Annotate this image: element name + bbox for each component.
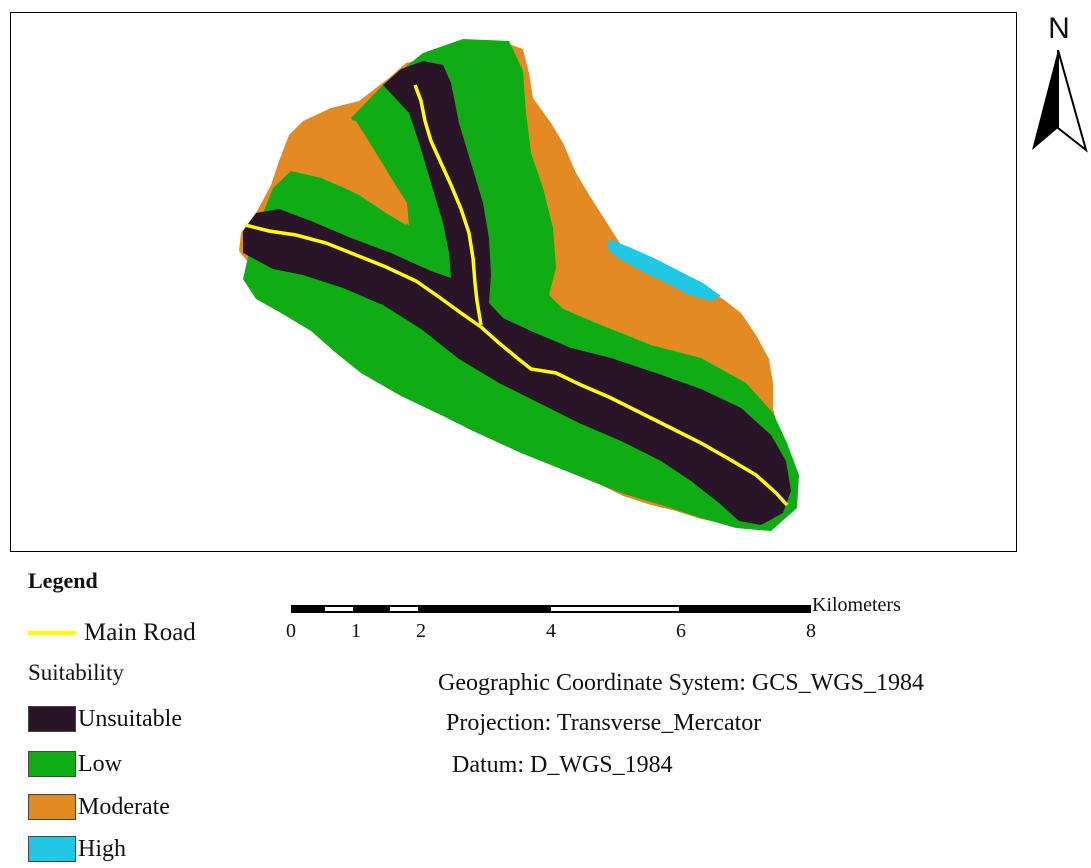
zone-moderate-wedge xyxy=(296,115,409,225)
legend-title: Legend xyxy=(28,568,98,593)
zone-unsuitable xyxy=(243,61,791,525)
swatch-moderate xyxy=(28,794,76,820)
legend-label-high: High xyxy=(78,835,126,862)
north-arrow: N xyxy=(1028,14,1090,154)
main-road-main xyxy=(244,223,789,507)
legend-item-high: High xyxy=(28,832,126,866)
map-frame xyxy=(10,12,1017,552)
swatch-high xyxy=(28,836,76,862)
projection-text: Projection: Transverse_Mercator xyxy=(446,710,762,736)
scale-bar: Kilometers 0 1 2 4 6 8 xyxy=(285,592,985,652)
scale-tick: 1 xyxy=(351,620,361,642)
scale-tick: 8 xyxy=(806,620,816,642)
scale-bar-graphic xyxy=(291,605,811,613)
legend-road-label: Main Road xyxy=(84,619,196,646)
legend-item-main-road: Main Road xyxy=(28,618,196,648)
scale-tick: 6 xyxy=(676,620,686,642)
zone-high xyxy=(607,239,721,301)
scale-unit: Kilometers xyxy=(812,594,901,616)
north-arrow-icon xyxy=(1032,50,1088,153)
scale-tick: 4 xyxy=(546,620,556,642)
coordinate-system-text: Geographic Coordinate System: GCS_WGS_19… xyxy=(438,670,924,696)
road-line-symbol xyxy=(28,631,76,635)
legend-item-moderate: Moderate xyxy=(28,790,170,824)
legend-label-moderate: Moderate xyxy=(78,793,170,820)
legend-label-unsuitable: Unsuitable xyxy=(78,705,182,732)
north-letter: N xyxy=(1048,12,1070,45)
legend-suitability-heading: Suitability xyxy=(28,660,124,685)
legend-item-unsuitable: Unsuitable xyxy=(28,702,182,736)
datum-text: Datum: D_WGS_1984 xyxy=(452,752,673,778)
main-road-branch-north xyxy=(413,84,483,326)
suitability-map xyxy=(239,39,799,531)
scale-tick: 0 xyxy=(286,620,296,642)
swatch-unsuitable xyxy=(28,706,76,732)
scale-tick: 2 xyxy=(416,620,426,642)
legend-label-low: Low xyxy=(78,750,122,777)
swatch-low xyxy=(28,751,76,777)
legend-item-low: Low xyxy=(28,747,122,781)
